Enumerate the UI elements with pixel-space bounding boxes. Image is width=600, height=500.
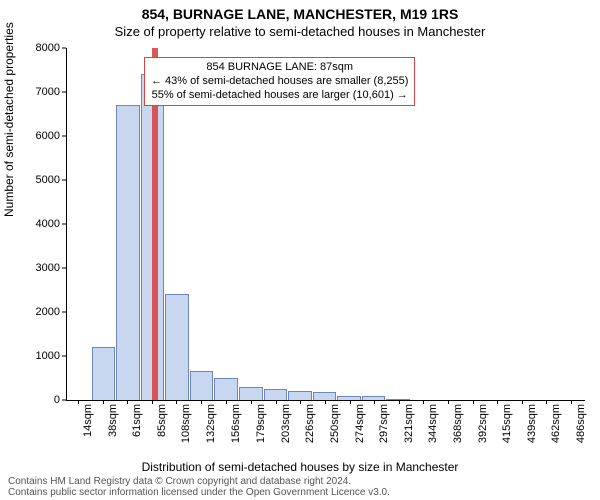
y-tick-label: 4000 <box>6 218 60 230</box>
x-tick-label: 38sqm <box>107 404 119 464</box>
callout-box: 854 BURNAGE LANE: 87sqm← 43% of semi-det… <box>144 57 415 106</box>
x-tick-mark <box>399 400 400 404</box>
x-tick-mark <box>251 400 252 404</box>
attribution-text: Contains HM Land Registry data © Crown c… <box>8 476 390 498</box>
attribution-line-1: Contains HM Land Registry data © Crown c… <box>8 476 351 487</box>
x-tick-mark <box>448 400 449 404</box>
y-tick-label: 0 <box>6 394 60 406</box>
x-tick-label: 321sqm <box>403 404 415 464</box>
x-tick-label: 250sqm <box>329 404 341 464</box>
x-tick-mark <box>374 400 375 404</box>
histogram-bar <box>214 378 238 400</box>
x-tick-mark <box>497 400 498 404</box>
x-tick-mark <box>276 400 277 404</box>
callout-line-2: ← 43% of semi-detached houses are smalle… <box>151 75 408 89</box>
histogram-bar <box>313 392 337 400</box>
x-tick-label: 439sqm <box>526 404 538 464</box>
x-tick-label: 297sqm <box>378 404 390 464</box>
attribution-line-2: Contains public sector information licen… <box>8 487 390 498</box>
x-tick-label: 179sqm <box>255 404 267 464</box>
x-tick-mark <box>423 400 424 404</box>
x-tick-label: 61sqm <box>131 404 143 464</box>
x-tick-label: 226sqm <box>304 404 316 464</box>
histogram-bar <box>165 294 189 400</box>
x-tick-mark <box>350 400 351 404</box>
x-tick-mark <box>325 400 326 404</box>
x-tick-label: 344sqm <box>427 404 439 464</box>
y-tick-mark <box>62 268 66 269</box>
x-tick-mark <box>571 400 572 404</box>
x-tick-label: 108sqm <box>180 404 192 464</box>
y-tick-mark <box>62 180 66 181</box>
y-tick-label: 2000 <box>6 306 60 318</box>
x-tick-label: 156sqm <box>230 404 242 464</box>
x-tick-mark <box>522 400 523 404</box>
x-tick-mark <box>176 400 177 404</box>
y-tick-label: 6000 <box>6 130 60 142</box>
x-tick-mark <box>546 400 547 404</box>
chart-root: { "title_line1": "854, BURNAGE LANE, MAN… <box>0 0 600 500</box>
histogram-bar <box>264 389 288 400</box>
y-tick-label: 8000 <box>6 42 60 54</box>
y-tick-mark <box>62 224 66 225</box>
x-tick-mark <box>300 400 301 404</box>
x-tick-mark <box>226 400 227 404</box>
x-tick-mark <box>201 400 202 404</box>
x-tick-label: 85sqm <box>156 404 168 464</box>
x-tick-label: 203sqm <box>280 404 292 464</box>
x-tick-mark <box>473 400 474 404</box>
y-tick-mark <box>62 356 66 357</box>
histogram-bar <box>239 387 263 400</box>
callout-line-3: 55% of semi-detached houses are larger (… <box>151 89 408 103</box>
y-tick-label: 7000 <box>6 86 60 98</box>
title-line-1: 854, BURNAGE LANE, MANCHESTER, M19 1RS <box>0 6 600 22</box>
y-tick-mark <box>62 312 66 313</box>
x-tick-mark <box>103 400 104 404</box>
title-line-2: Size of property relative to semi-detach… <box>0 24 600 39</box>
y-tick-label: 3000 <box>6 262 60 274</box>
x-tick-label: 462sqm <box>550 404 562 464</box>
histogram-bar <box>116 105 140 400</box>
x-tick-label: 274sqm <box>354 404 366 464</box>
histogram-bar <box>288 391 312 400</box>
x-tick-mark <box>152 400 153 404</box>
y-tick-mark <box>62 136 66 137</box>
y-tick-label: 1000 <box>6 350 60 362</box>
x-tick-label: 486sqm <box>575 404 587 464</box>
x-tick-label: 392sqm <box>477 404 489 464</box>
x-tick-label: 415sqm <box>501 404 513 464</box>
callout-line-1: 854 BURNAGE LANE: 87sqm <box>151 61 408 75</box>
x-tick-mark <box>127 400 128 404</box>
y-tick-mark <box>62 48 66 49</box>
x-tick-label: 14sqm <box>82 404 94 464</box>
x-tick-label: 368sqm <box>452 404 464 464</box>
x-tick-label: 132sqm <box>205 404 217 464</box>
histogram-bar <box>190 371 214 400</box>
x-tick-mark <box>78 400 79 404</box>
y-tick-mark <box>62 92 66 93</box>
histogram-bar <box>92 347 116 400</box>
y-tick-label: 5000 <box>6 174 60 186</box>
y-tick-mark <box>62 400 66 401</box>
